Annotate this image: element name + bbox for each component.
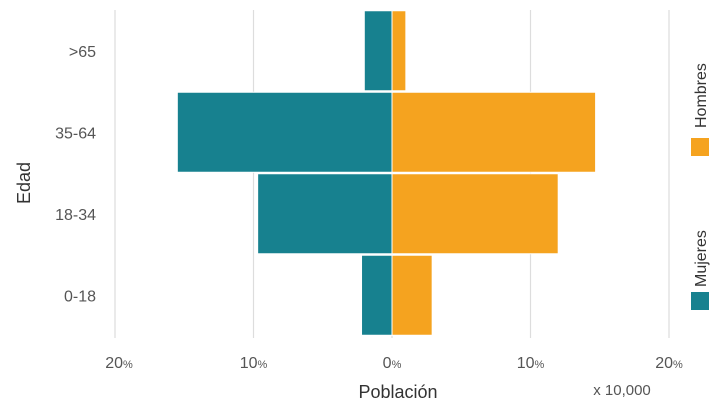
y-axis-title: Edad <box>14 162 34 204</box>
x-axis-title: Población <box>358 382 437 402</box>
x-tick-labels: 20% 10% 0% 10% 20% <box>105 355 683 372</box>
x-tick-label: 10% <box>517 355 545 372</box>
legend-swatch-mujeres <box>691 292 709 310</box>
y-tick-label: 35-64 <box>55 125 96 142</box>
bar-mujeres <box>361 254 393 336</box>
scale-note: x 10,000 <box>593 382 651 399</box>
y-tick-label: 0-18 <box>64 288 96 305</box>
x-tick-label: 10% <box>240 355 268 372</box>
bar-hombres <box>391 254 433 336</box>
bar-mujeres <box>257 173 393 255</box>
x-tick-label: 20% <box>105 355 133 372</box>
legend-swatch-hombres <box>691 138 709 156</box>
y-tick-labels: >65 35-64 18-34 0-18 <box>55 44 96 306</box>
bar-mujeres <box>363 10 393 92</box>
legend-label-hombres: Hombres <box>693 63 710 128</box>
bar-mujeres <box>176 91 393 173</box>
bar-hombres <box>391 10 407 92</box>
legend-label-mujeres: Mujeres <box>693 230 710 287</box>
legend: Hombres Mujeres <box>691 63 710 310</box>
bars-group <box>176 10 597 336</box>
x-tick-label: 20% <box>655 355 683 372</box>
y-tick-label: 18-34 <box>55 207 96 224</box>
x-tick-label: 0% <box>383 355 402 372</box>
bar-hombres <box>391 173 559 255</box>
y-tick-label: >65 <box>69 44 96 61</box>
bar-hombres <box>391 91 597 173</box>
